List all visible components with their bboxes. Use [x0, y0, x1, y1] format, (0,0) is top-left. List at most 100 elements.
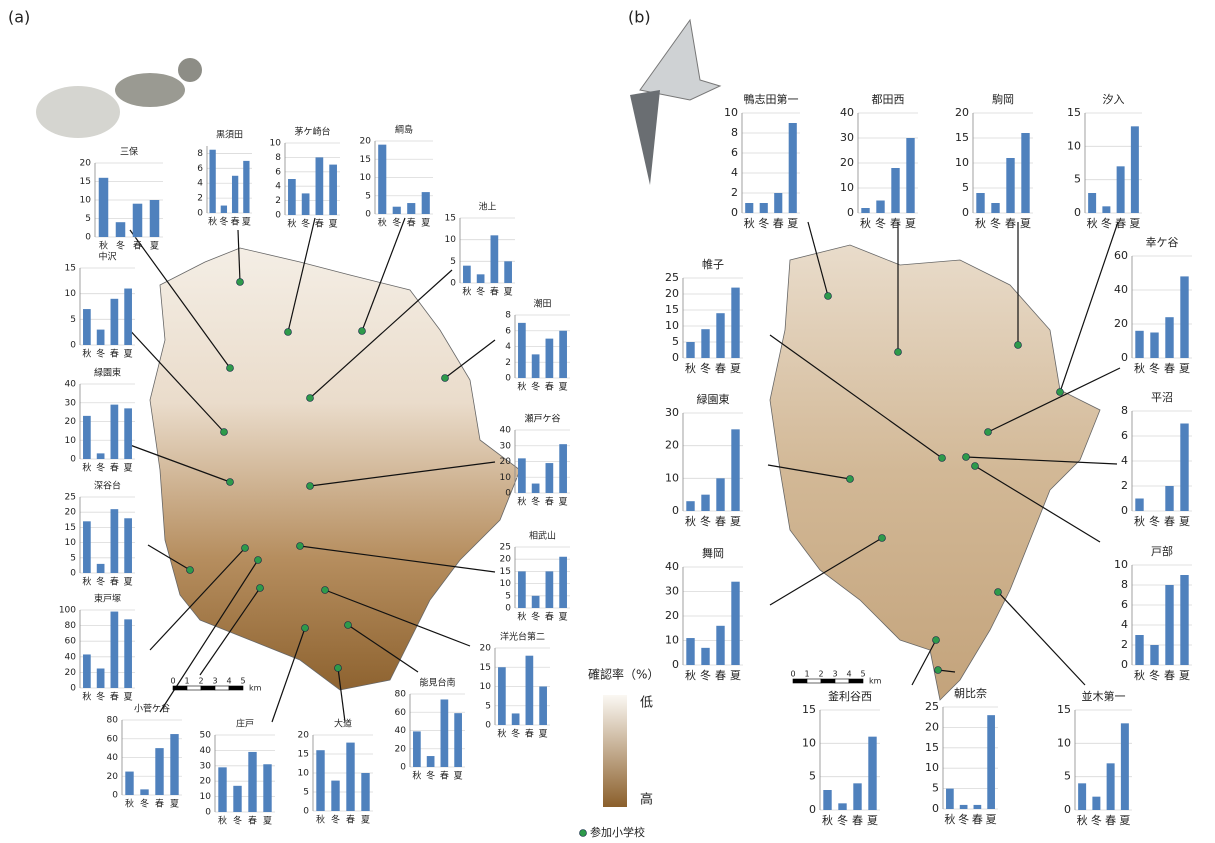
- y-tick-label: 0: [672, 658, 679, 671]
- y-tick-label: 60: [395, 708, 407, 718]
- y-tick-label: 15: [65, 264, 76, 274]
- y-tick-label: 20: [200, 777, 212, 787]
- bar: [124, 289, 132, 345]
- bar: [111, 405, 119, 459]
- bar: [686, 501, 694, 511]
- x-tick-label: 秋: [82, 576, 91, 588]
- y-tick-label: 10: [200, 792, 212, 802]
- y-tick-label: 4: [1121, 454, 1128, 467]
- x-tick-label: 秋: [1134, 668, 1145, 682]
- x-tick-label: 春: [110, 691, 119, 703]
- bar-chart: 並木第一051015秋冬春夏: [1057, 689, 1132, 827]
- y-tick-label: 10: [360, 173, 372, 183]
- x-tick-label: 冬: [233, 815, 242, 827]
- y-tick-label: 20: [480, 644, 492, 654]
- bar-chart: 釜利谷西051015秋冬春夏: [802, 689, 880, 827]
- y-tick-label: 20: [665, 287, 679, 300]
- x-tick-label: 春: [346, 814, 355, 826]
- y-tick-label: 10: [445, 235, 457, 245]
- school-marker: [221, 429, 228, 436]
- bar-chart: 深谷台0510152025秋冬春夏: [65, 480, 135, 588]
- y-tick-label: 25: [925, 700, 939, 713]
- chart-title: 庄戸: [236, 718, 254, 730]
- bar: [868, 737, 876, 810]
- bar: [170, 734, 178, 795]
- x-tick-label: 春: [110, 576, 119, 588]
- bar: [150, 200, 160, 237]
- bar-chart: 池上051015秋冬春夏: [445, 201, 515, 298]
- y-tick-label: 30: [500, 441, 512, 451]
- x-tick-label: 冬: [116, 240, 125, 252]
- bar: [133, 204, 143, 237]
- y-tick-label: 60: [107, 734, 119, 744]
- bar: [976, 193, 984, 213]
- y-tick-label: 10: [1057, 736, 1071, 749]
- bar: [559, 331, 567, 378]
- y-tick-label: 15: [665, 303, 679, 316]
- x-tick-label: 春: [155, 798, 164, 810]
- chart-title: 小菅ケ谷: [134, 703, 170, 715]
- x-tick-label: 冬: [301, 218, 310, 230]
- bar: [987, 715, 995, 809]
- y-tick-label: 0: [505, 489, 511, 499]
- x-tick-label: 春: [773, 217, 784, 230]
- school-marker: [985, 429, 992, 436]
- x-tick-label: 夏: [1179, 362, 1190, 375]
- y-tick-label: 8: [505, 311, 511, 321]
- y-tick-label: 15: [65, 523, 76, 533]
- y-tick-label: 15: [802, 703, 816, 716]
- bar: [498, 667, 506, 725]
- bar: [378, 145, 386, 214]
- y-tick-label: 0: [1121, 351, 1128, 364]
- y-tick-label: 10: [724, 106, 738, 119]
- x-tick-label: 夏: [150, 241, 159, 252]
- x-tick-label: 春: [1164, 669, 1175, 682]
- y-tick-label: 0: [400, 763, 406, 773]
- bar: [99, 178, 109, 237]
- chart-title: 黒須田: [216, 130, 243, 141]
- y-tick-label: 10: [840, 181, 854, 194]
- school-marker: [187, 567, 194, 574]
- y-tick-label: 8: [731, 126, 738, 139]
- x-tick-label: 夏: [539, 729, 548, 740]
- school-marker: [935, 667, 942, 674]
- x-tick-label: 冬: [96, 348, 105, 360]
- y-tick-label: 5: [932, 782, 939, 795]
- bar: [1180, 424, 1188, 512]
- y-tick-label: 40: [65, 652, 77, 662]
- y-tick-label: 5: [672, 335, 679, 348]
- y-tick-label: 20: [298, 731, 310, 741]
- chart-title: 緑園東: [697, 392, 730, 406]
- x-tick-label: 春: [715, 515, 726, 528]
- bar: [731, 288, 739, 358]
- x-tick-label: 冬: [476, 286, 485, 298]
- chart-title: 能見台南: [419, 677, 455, 689]
- x-tick-label: 秋: [685, 668, 696, 682]
- bar-chart: 鴨志田第一0246810秋冬春夏: [724, 92, 800, 230]
- y-tick-label: 20: [65, 417, 77, 427]
- bar: [155, 748, 163, 795]
- bar-chart: 緑園東0102030秋冬春夏: [665, 392, 743, 528]
- x-tick-label: 春: [545, 496, 554, 508]
- bar: [838, 803, 846, 810]
- bar: [716, 626, 724, 665]
- school-marker: [895, 349, 902, 356]
- bar: [526, 656, 534, 725]
- bar: [1165, 317, 1173, 358]
- scale-tick-label: 3: [212, 677, 217, 686]
- y-tick-label: 40: [200, 746, 212, 756]
- y-tick-label: 4: [1121, 618, 1128, 631]
- bar: [288, 179, 296, 215]
- x-tick-label: 秋: [82, 348, 91, 360]
- bar: [1135, 331, 1143, 358]
- bar: [559, 557, 567, 608]
- bar-chart: 汐入051015秋冬春夏: [1067, 92, 1142, 230]
- x-tick-label: 春: [133, 240, 142, 252]
- x-tick-label: 春: [545, 611, 554, 623]
- x-tick-label: 冬: [531, 496, 540, 508]
- y-tick-label: 4: [197, 179, 203, 189]
- x-tick-label: 秋: [1077, 813, 1088, 827]
- x-tick-label: 冬: [1149, 514, 1160, 528]
- x-tick-label: 春: [545, 381, 554, 393]
- x-tick-label: 秋: [208, 216, 217, 228]
